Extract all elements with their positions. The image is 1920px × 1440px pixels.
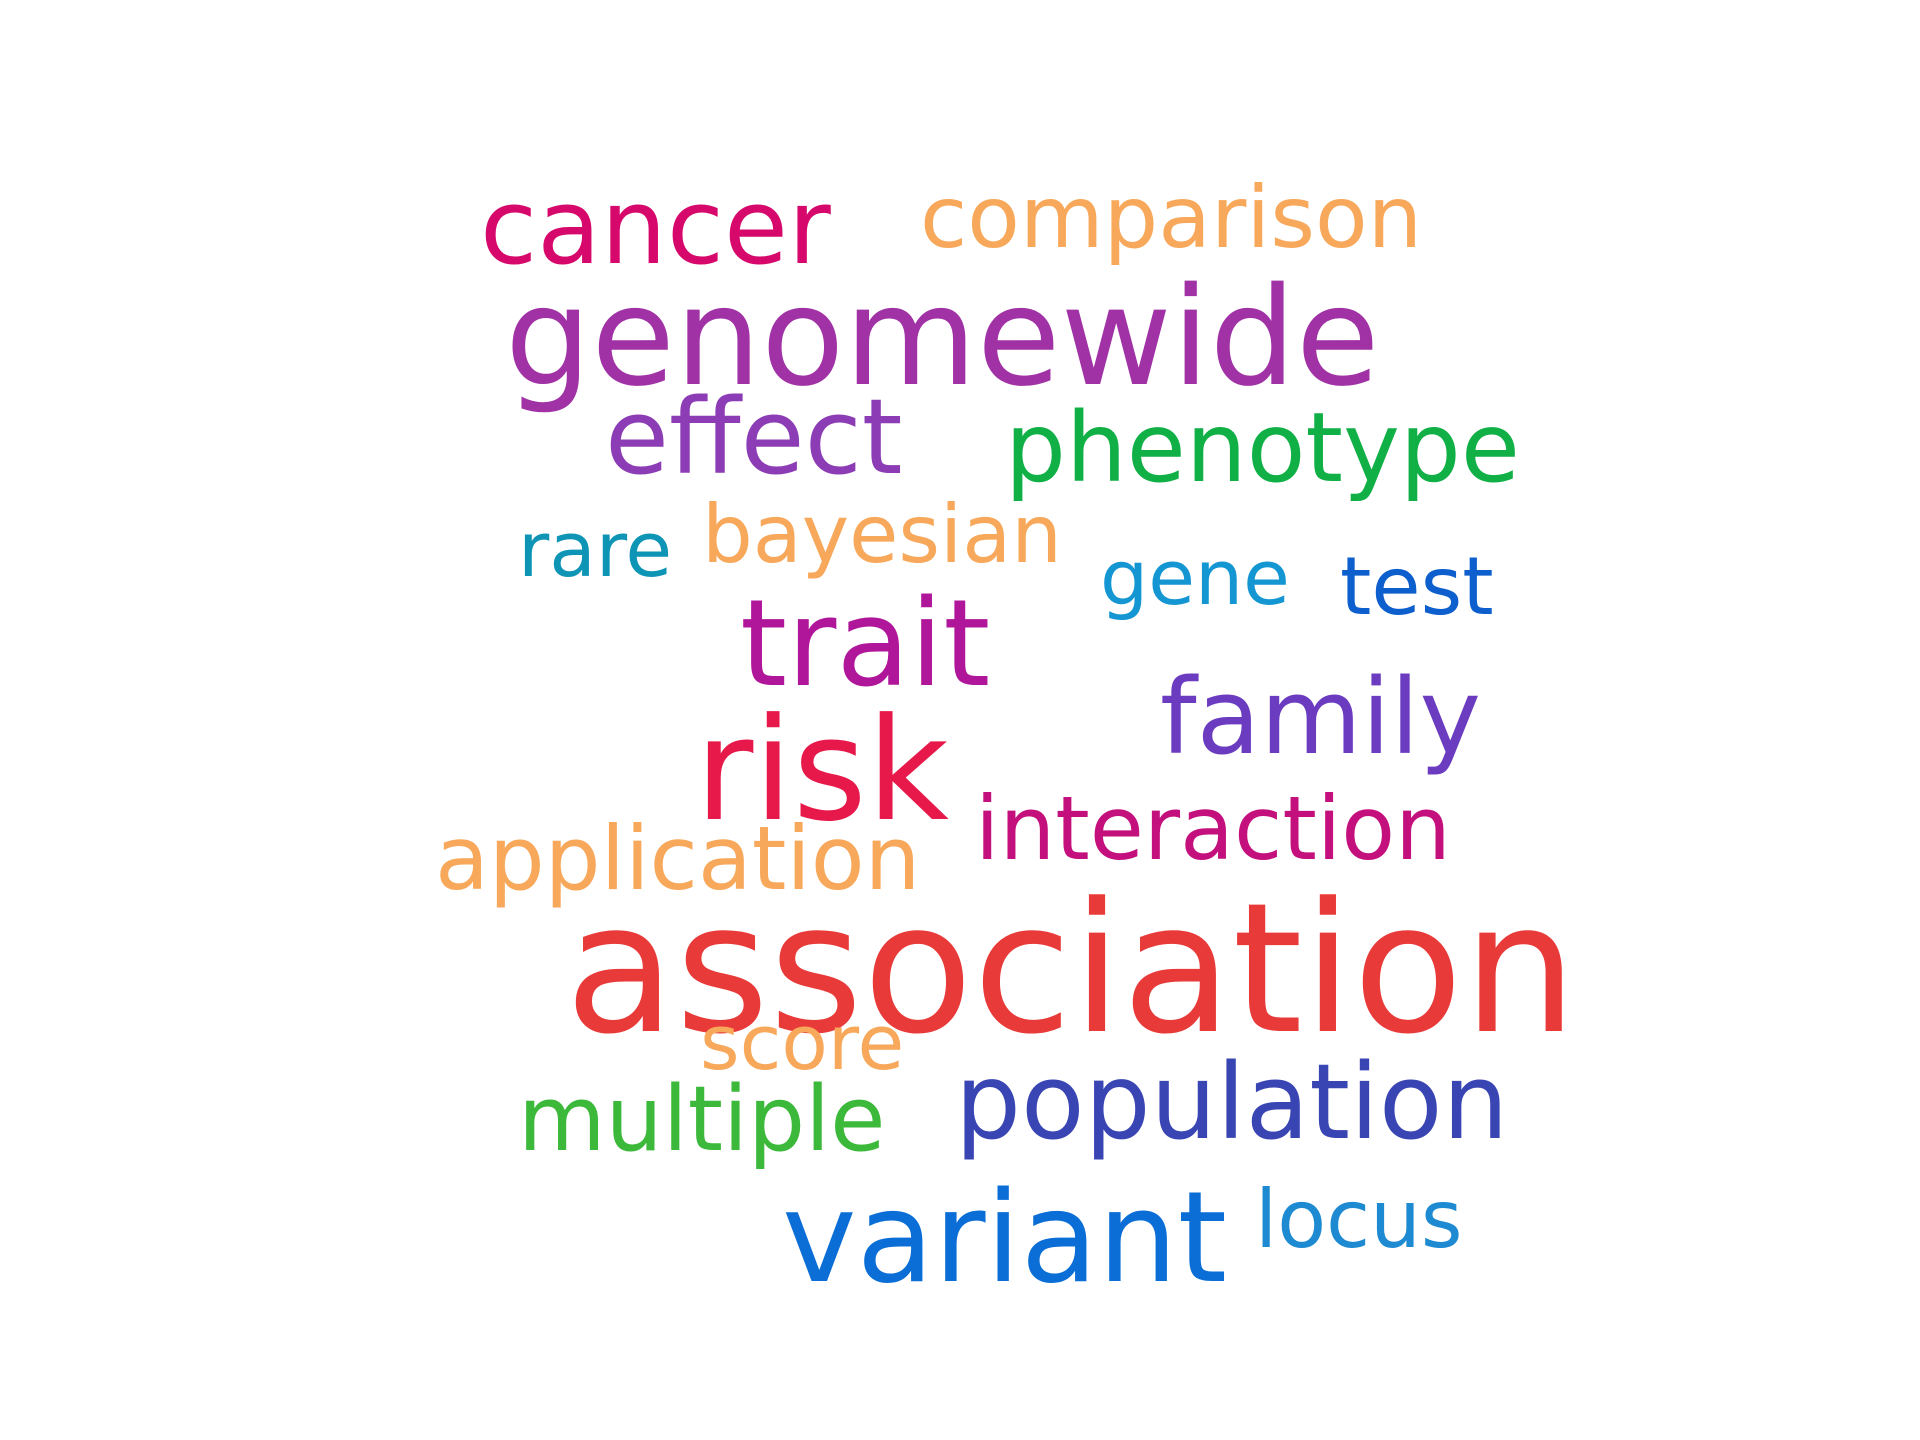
word-cancer: cancer [480, 166, 831, 288]
word-score: score [700, 998, 905, 1087]
word-application: application [435, 807, 921, 910]
word-effect: effect [605, 376, 903, 498]
word-association: association [565, 865, 1578, 1074]
word-test: test [1340, 540, 1494, 633]
word-family: family [1160, 656, 1481, 778]
word-risk: risk [695, 688, 950, 853]
word-phenotype: phenotype [1005, 392, 1520, 504]
word-comparison: comparison [920, 168, 1423, 268]
word-interaction: interaction [975, 777, 1451, 880]
word-rare: rare [518, 505, 673, 594]
word-bayesian: bayesian [702, 488, 1062, 581]
word-population: population [955, 1041, 1509, 1163]
word-trait: trait [740, 575, 991, 714]
word-multiple: multiple [518, 1067, 886, 1172]
word-gene: gene [1100, 533, 1290, 622]
word-variant: variant [782, 1164, 1228, 1311]
word-genomewide: genomewide [505, 259, 1380, 417]
word-locus: locus [1255, 1173, 1463, 1266]
